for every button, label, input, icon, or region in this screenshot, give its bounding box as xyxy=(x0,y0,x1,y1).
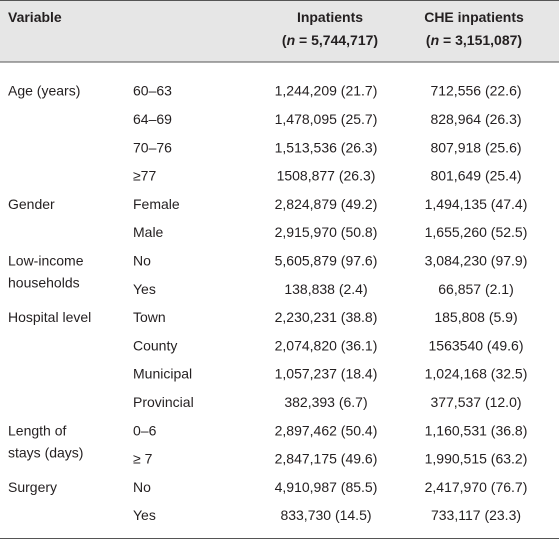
value-cell: 1,244,209 (21.7) xyxy=(275,83,378,99)
variable-label: Gender xyxy=(8,196,55,212)
category-cell: Town xyxy=(133,309,166,325)
category-cell: No xyxy=(133,253,151,269)
value-cell: 3,084,230 (97.9) xyxy=(425,253,528,269)
value-cell: 2,847,175 (49.6) xyxy=(275,451,378,467)
value-cell: 4,910,987 (85.5) xyxy=(275,479,378,495)
value-cell: 185,808 (5.9) xyxy=(434,309,517,325)
category-cell: ≥77 xyxy=(133,168,156,184)
variable-label: Hospital level xyxy=(8,309,91,325)
value-cell: 1,160,531 (36.8) xyxy=(425,422,528,438)
category-cell: 60–63 xyxy=(133,83,172,99)
value-cell: 382,393 (6.7) xyxy=(284,394,367,410)
header-text: Inpatients xyxy=(297,9,363,25)
header-text: n xyxy=(287,32,296,48)
value-cell: 2,915,970 (50.8) xyxy=(275,224,378,240)
category-cell: County xyxy=(133,337,177,353)
header-text: n xyxy=(431,32,440,48)
value-cell: 828,964 (26.3) xyxy=(430,111,521,127)
variable-label: Low-income xyxy=(8,253,84,269)
value-cell: 833,730 (14.5) xyxy=(280,507,371,523)
category-cell: 70–76 xyxy=(133,139,172,155)
value-cell: 5,605,879 (97.6) xyxy=(275,253,378,269)
value-cell: 712,556 (22.6) xyxy=(430,83,521,99)
value-cell: 138,838 (2.4) xyxy=(284,281,367,297)
header-text: = 3,151,087) xyxy=(439,32,522,48)
value-cell: 801,649 (25.4) xyxy=(430,168,521,184)
value-cell: 2,417,970 (76.7) xyxy=(425,479,528,495)
category-cell: Yes xyxy=(133,507,156,523)
header-cell: (n = 5,744,717) xyxy=(282,32,378,48)
header-text: CHE inpatients xyxy=(424,9,524,25)
value-cell: 1,513,536 (26.3) xyxy=(275,139,378,155)
header-background xyxy=(0,0,559,62)
value-cell: 1563540 (49.6) xyxy=(429,337,524,353)
variable-label: Age (years) xyxy=(8,83,80,99)
category-cell: Male xyxy=(133,224,164,240)
header-cell: (n = 3,151,087) xyxy=(426,32,522,48)
variable-label: stays (days) xyxy=(8,444,83,460)
category-cell: Provincial xyxy=(133,394,194,410)
value-cell: 2,824,879 (49.2) xyxy=(275,196,378,212)
category-cell: ≥ 7 xyxy=(133,451,153,467)
category-cell: 64–69 xyxy=(133,111,172,127)
header-text: = 5,744,717) xyxy=(295,32,378,48)
category-cell: 0–6 xyxy=(133,422,157,438)
value-cell: 2,897,462 (50.4) xyxy=(275,422,378,438)
value-cell: 1,057,237 (18.4) xyxy=(275,366,378,382)
value-cell: 1,478,095 (25.7) xyxy=(275,111,378,127)
header-cell: Variable xyxy=(8,9,62,25)
category-cell: Yes xyxy=(133,281,156,297)
value-cell: 2,074,820 (36.1) xyxy=(275,337,378,353)
category-cell: Female xyxy=(133,196,180,212)
category-cell: No xyxy=(133,479,151,495)
header-text: ( xyxy=(282,32,287,48)
value-cell: 1,655,260 (52.5) xyxy=(425,224,528,240)
variable-label: Length of xyxy=(8,422,66,438)
header-cell: CHE inpatients xyxy=(424,9,524,25)
value-cell: 2,230,231 (38.8) xyxy=(275,309,378,325)
value-cell: 1508,877 (26.3) xyxy=(277,168,376,184)
header-text: ( xyxy=(426,32,431,48)
variable-label: households xyxy=(8,275,80,291)
value-cell: 733,117 (23.3) xyxy=(431,507,521,523)
value-cell: 66,857 (2.1) xyxy=(438,281,514,297)
value-cell: 807,918 (25.6) xyxy=(430,139,521,155)
value-cell: 377,537 (12.0) xyxy=(430,394,521,410)
category-cell: Municipal xyxy=(133,366,192,382)
header-text: Variable xyxy=(8,9,62,25)
value-cell: 1,024,168 (32.5) xyxy=(425,366,528,382)
value-cell: 1,990,515 (63.2) xyxy=(425,451,528,467)
value-cell: 1,494,135 (47.4) xyxy=(425,196,528,212)
header-cell: Inpatients xyxy=(297,9,363,25)
variable-label: Surgery xyxy=(8,479,57,495)
